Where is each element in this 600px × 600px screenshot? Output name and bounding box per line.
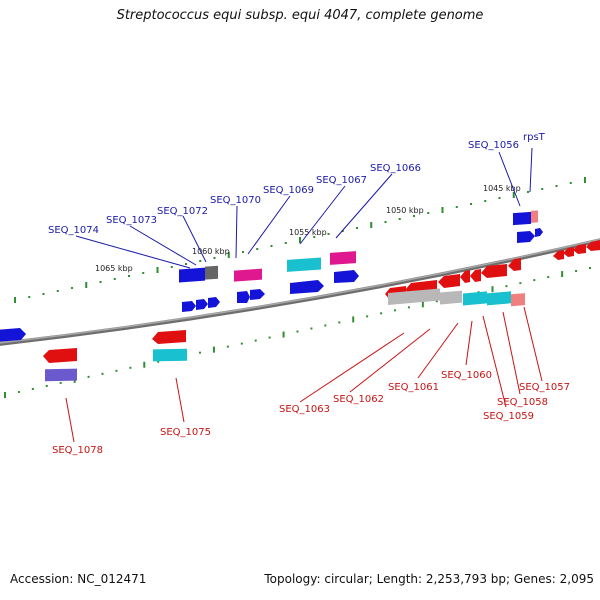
gene-label-seq-1062[interactable]: SEQ_1062: [333, 394, 384, 405]
gene-label-seq-1059[interactable]: SEQ_1059: [483, 411, 534, 422]
gene-label-seq-1056[interactable]: SEQ_1056: [468, 140, 519, 151]
gene-label-seq-1063[interactable]: SEQ_1063: [279, 404, 330, 415]
leader-lines: [65, 147, 543, 443]
kbp-label-1060: 1060 kbp: [192, 247, 230, 256]
gene-arrow[interactable]: [0, 328, 26, 342]
gene-arrow[interactable]: [334, 270, 359, 283]
gene-arrow[interactable]: [573, 244, 586, 254]
gene-arrow[interactable]: [208, 297, 220, 308]
kbp-label-1050: 1050 kbp: [386, 206, 424, 215]
kbp-label-1045: 1045 kbp: [483, 184, 521, 193]
gene-label-seq-1058[interactable]: SEQ_1058: [497, 397, 548, 408]
gene-arrow[interactable]: [517, 231, 535, 243]
gene-label-seq-1073[interactable]: SEQ_1073: [106, 215, 157, 226]
gene-label-rpsT[interactable]: rpsT: [523, 132, 546, 143]
reverse-genes: [43, 240, 600, 382]
gene-label-seq-1072[interactable]: SEQ_1072: [157, 206, 208, 217]
gene-arrow[interactable]: [43, 348, 77, 363]
gene-box[interactable]: [513, 211, 531, 226]
gene-label-seq-1078[interactable]: SEQ_1078: [52, 445, 103, 456]
gene-arrow[interactable]: [535, 228, 543, 237]
gene-box[interactable]: [45, 368, 77, 382]
gene-label-seq-1057[interactable]: SEQ_1057: [519, 382, 570, 393]
gene-label-seq-1061[interactable]: SEQ_1061: [388, 382, 439, 393]
gene-box[interactable]: [287, 257, 321, 272]
tick-row-lower: [4, 267, 591, 398]
gene-arrow[interactable]: [586, 240, 600, 251]
gene-box[interactable]: [179, 267, 205, 283]
gene-label-seq-1074[interactable]: SEQ_1074: [48, 225, 99, 236]
gene-arrow[interactable]: [553, 250, 564, 260]
gene-box[interactable]: [205, 265, 218, 280]
gene-box[interactable]: [388, 288, 440, 306]
genome-backbone-highlight: [0, 238, 600, 344]
gene-arrow[interactable]: [508, 258, 521, 271]
forward-genes: [0, 210, 543, 342]
gene-label-seq-1075[interactable]: SEQ_1075: [160, 427, 211, 438]
gene-box[interactable]: [330, 251, 356, 265]
tick-row-upper: [14, 177, 586, 303]
gene-box[interactable]: [487, 291, 511, 306]
forward-gene-labels: rpsT SEQ_1056 SEQ_1066 SEQ_1067 SEQ_1069…: [48, 132, 546, 236]
gene-arrow[interactable]: [250, 289, 265, 300]
gene-arrow[interactable]: [470, 269, 481, 282]
map-title: Streptococcus equi subsp. equi 4047, com…: [116, 8, 484, 23]
gene-box[interactable]: [511, 293, 525, 307]
gene-arrow[interactable]: [481, 264, 507, 278]
gene-box[interactable]: [531, 210, 538, 223]
gene-arrow[interactable]: [563, 247, 574, 257]
gene-label-seq-1060[interactable]: SEQ_1060: [441, 370, 492, 381]
reverse-gene-labels: SEQ_1057 SEQ_1058 SEQ_1059 SEQ_1060 SEQ_…: [52, 370, 570, 456]
genome-backbone: [0, 238, 600, 346]
kbp-label-1055: 1055 kbp: [289, 228, 327, 237]
gene-label-seq-1069[interactable]: SEQ_1069: [263, 185, 314, 196]
gene-arrow[interactable]: [290, 280, 324, 294]
genome-summary-text: Topology: circular; Length: 2,253,793 bp…: [264, 572, 594, 586]
gene-label-seq-1067[interactable]: SEQ_1067: [316, 175, 367, 186]
gene-box[interactable]: [440, 290, 462, 305]
gene-label-seq-1070[interactable]: SEQ_1070: [210, 195, 261, 206]
gene-arrow[interactable]: [152, 330, 186, 344]
gene-arrow[interactable]: [438, 274, 460, 288]
gene-arrow[interactable]: [460, 270, 470, 283]
kbp-label-1065: 1065 kbp: [95, 264, 133, 273]
gene-box[interactable]: [463, 291, 487, 306]
gene-box[interactable]: [153, 348, 187, 362]
accession-text: Accession: NC_012471: [10, 572, 147, 586]
gene-arrow[interactable]: [196, 299, 208, 310]
gene-arrow[interactable]: [237, 291, 250, 303]
gene-arrow[interactable]: [182, 301, 196, 312]
gene-label-seq-1066[interactable]: SEQ_1066: [370, 163, 421, 174]
gene-box[interactable]: [234, 268, 262, 282]
